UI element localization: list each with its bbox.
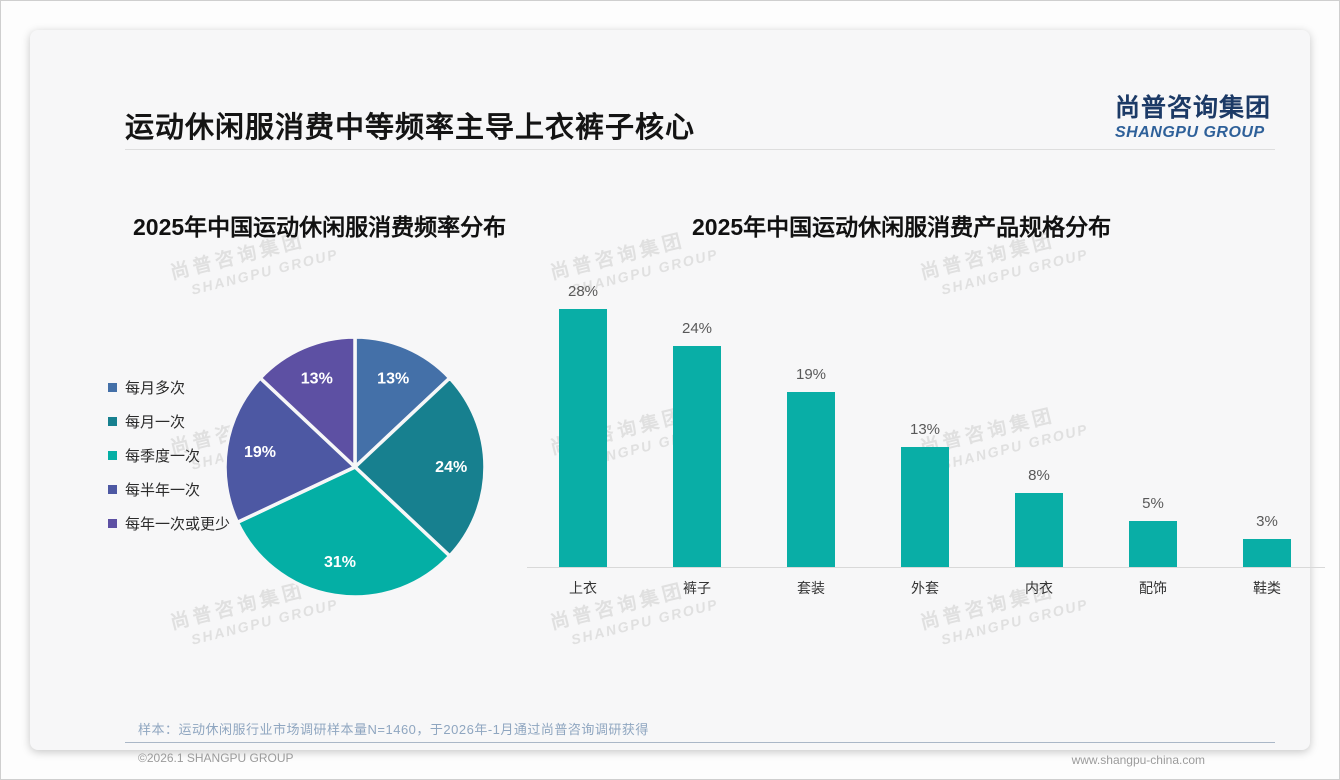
legend-item: 每半年一次 bbox=[108, 472, 230, 506]
company-logo: 尚普咨询集团 SHANGPU GROUP bbox=[1115, 88, 1273, 142]
bar-chart: 28% 上衣 24% 裤子 19% 套装 13% 外套 8% 内衣 5% 配饰 3% 鞋类 bbox=[30, 30, 1325, 750]
pie-slice bbox=[353, 376, 487, 558]
bar-category-label: 配饰 bbox=[1139, 580, 1167, 596]
bar-category-label: 裤子 bbox=[683, 580, 711, 596]
bar-value-label: 8% bbox=[1028, 467, 1050, 484]
legend-marker bbox=[108, 382, 117, 392]
pie-slice bbox=[235, 465, 452, 599]
pie-legend: 每月多次每月一次每季度一次每半年一次每年一次或更少 bbox=[108, 370, 230, 540]
legend-label: 每半年一次 bbox=[125, 481, 201, 499]
pie-chart-title: 2025年中国运动休闲服消费频率分布 bbox=[133, 214, 507, 240]
legend-label: 每季度一次 bbox=[125, 447, 201, 465]
pie-data-label: 24% bbox=[435, 459, 467, 476]
pie-data-label: 13% bbox=[301, 371, 333, 388]
slide-content: 运动休闲服消费中等频率主导上衣裤子核心 尚普咨询集团 SHANGPU GROUP… bbox=[30, 30, 1325, 767]
bar-value-label: 24% bbox=[681, 320, 713, 337]
pie-chart: 13% 24% 31% 19% 13% bbox=[223, 335, 487, 599]
logo-chinese-text: 尚普咨询集团 bbox=[1115, 94, 1272, 122]
legend-label: 每月多次 bbox=[125, 379, 186, 397]
legend-marker bbox=[108, 484, 117, 494]
bar bbox=[1015, 493, 1063, 567]
footer-divider bbox=[125, 742, 1275, 743]
bar bbox=[1243, 539, 1291, 567]
legend-marker bbox=[108, 518, 117, 528]
bar bbox=[901, 447, 949, 567]
legend-marker bbox=[108, 450, 117, 460]
bar bbox=[673, 346, 721, 567]
bar-category-label: 套装 bbox=[797, 580, 825, 596]
bar-value-label: 19% bbox=[795, 366, 827, 383]
pie-slice bbox=[223, 376, 357, 525]
footer-copyright: ©2026.1 SHANGPU GROUP bbox=[138, 751, 294, 765]
pie-slice bbox=[353, 335, 452, 469]
title-divider bbox=[125, 149, 1275, 150]
bar-value-label: 5% bbox=[1142, 495, 1164, 512]
pie-data-label: 13% bbox=[377, 371, 409, 388]
logo-english-text: SHANGPU GROUP bbox=[1115, 124, 1265, 141]
legend-marker bbox=[108, 416, 117, 426]
bar-category-label: 内衣 bbox=[1025, 580, 1053, 596]
sample-note: 样本：运动休闲服行业市场调研样本量N=1460，于2026年-1月通过尚普咨询调… bbox=[138, 722, 649, 737]
bar-category-label: 外套 bbox=[911, 580, 939, 596]
bar-value-label: 28% bbox=[567, 283, 599, 300]
bar bbox=[1129, 521, 1177, 567]
bar-value-label: 3% bbox=[1256, 513, 1278, 530]
pie-data-label: 19% bbox=[244, 444, 276, 461]
bar-chart-title: 2025年中国运动休闲服消费产品规格分布 bbox=[692, 214, 1112, 240]
legend-label: 每年一次或更少 bbox=[125, 515, 231, 533]
page-title: 运动休闲服消费中等频率主导上衣裤子核心 bbox=[125, 112, 696, 144]
bar-chart-axis bbox=[527, 567, 1325, 568]
bar-category-label: 鞋类 bbox=[1253, 580, 1281, 596]
bar-value-label: 13% bbox=[909, 421, 941, 438]
legend-item: 每年一次或更少 bbox=[108, 506, 230, 540]
legend-item: 每月多次 bbox=[108, 370, 230, 404]
pie-slice bbox=[258, 335, 357, 469]
footer-website: www.shangpu-china.com bbox=[1071, 753, 1205, 767]
legend-item: 每月一次 bbox=[108, 404, 230, 438]
bar bbox=[559, 309, 607, 567]
slide-card: 尚普咨询集团 SHANGPU GROUP 尚普咨询集团 SHANGPU GROUP 尚普… bbox=[30, 30, 1325, 767]
legend-label: 每月一次 bbox=[125, 413, 186, 431]
bar-category-label: 上衣 bbox=[569, 580, 597, 596]
legend-item: 每季度一次 bbox=[108, 438, 230, 472]
bar bbox=[787, 392, 835, 567]
pie-data-label: 31% bbox=[324, 554, 356, 571]
